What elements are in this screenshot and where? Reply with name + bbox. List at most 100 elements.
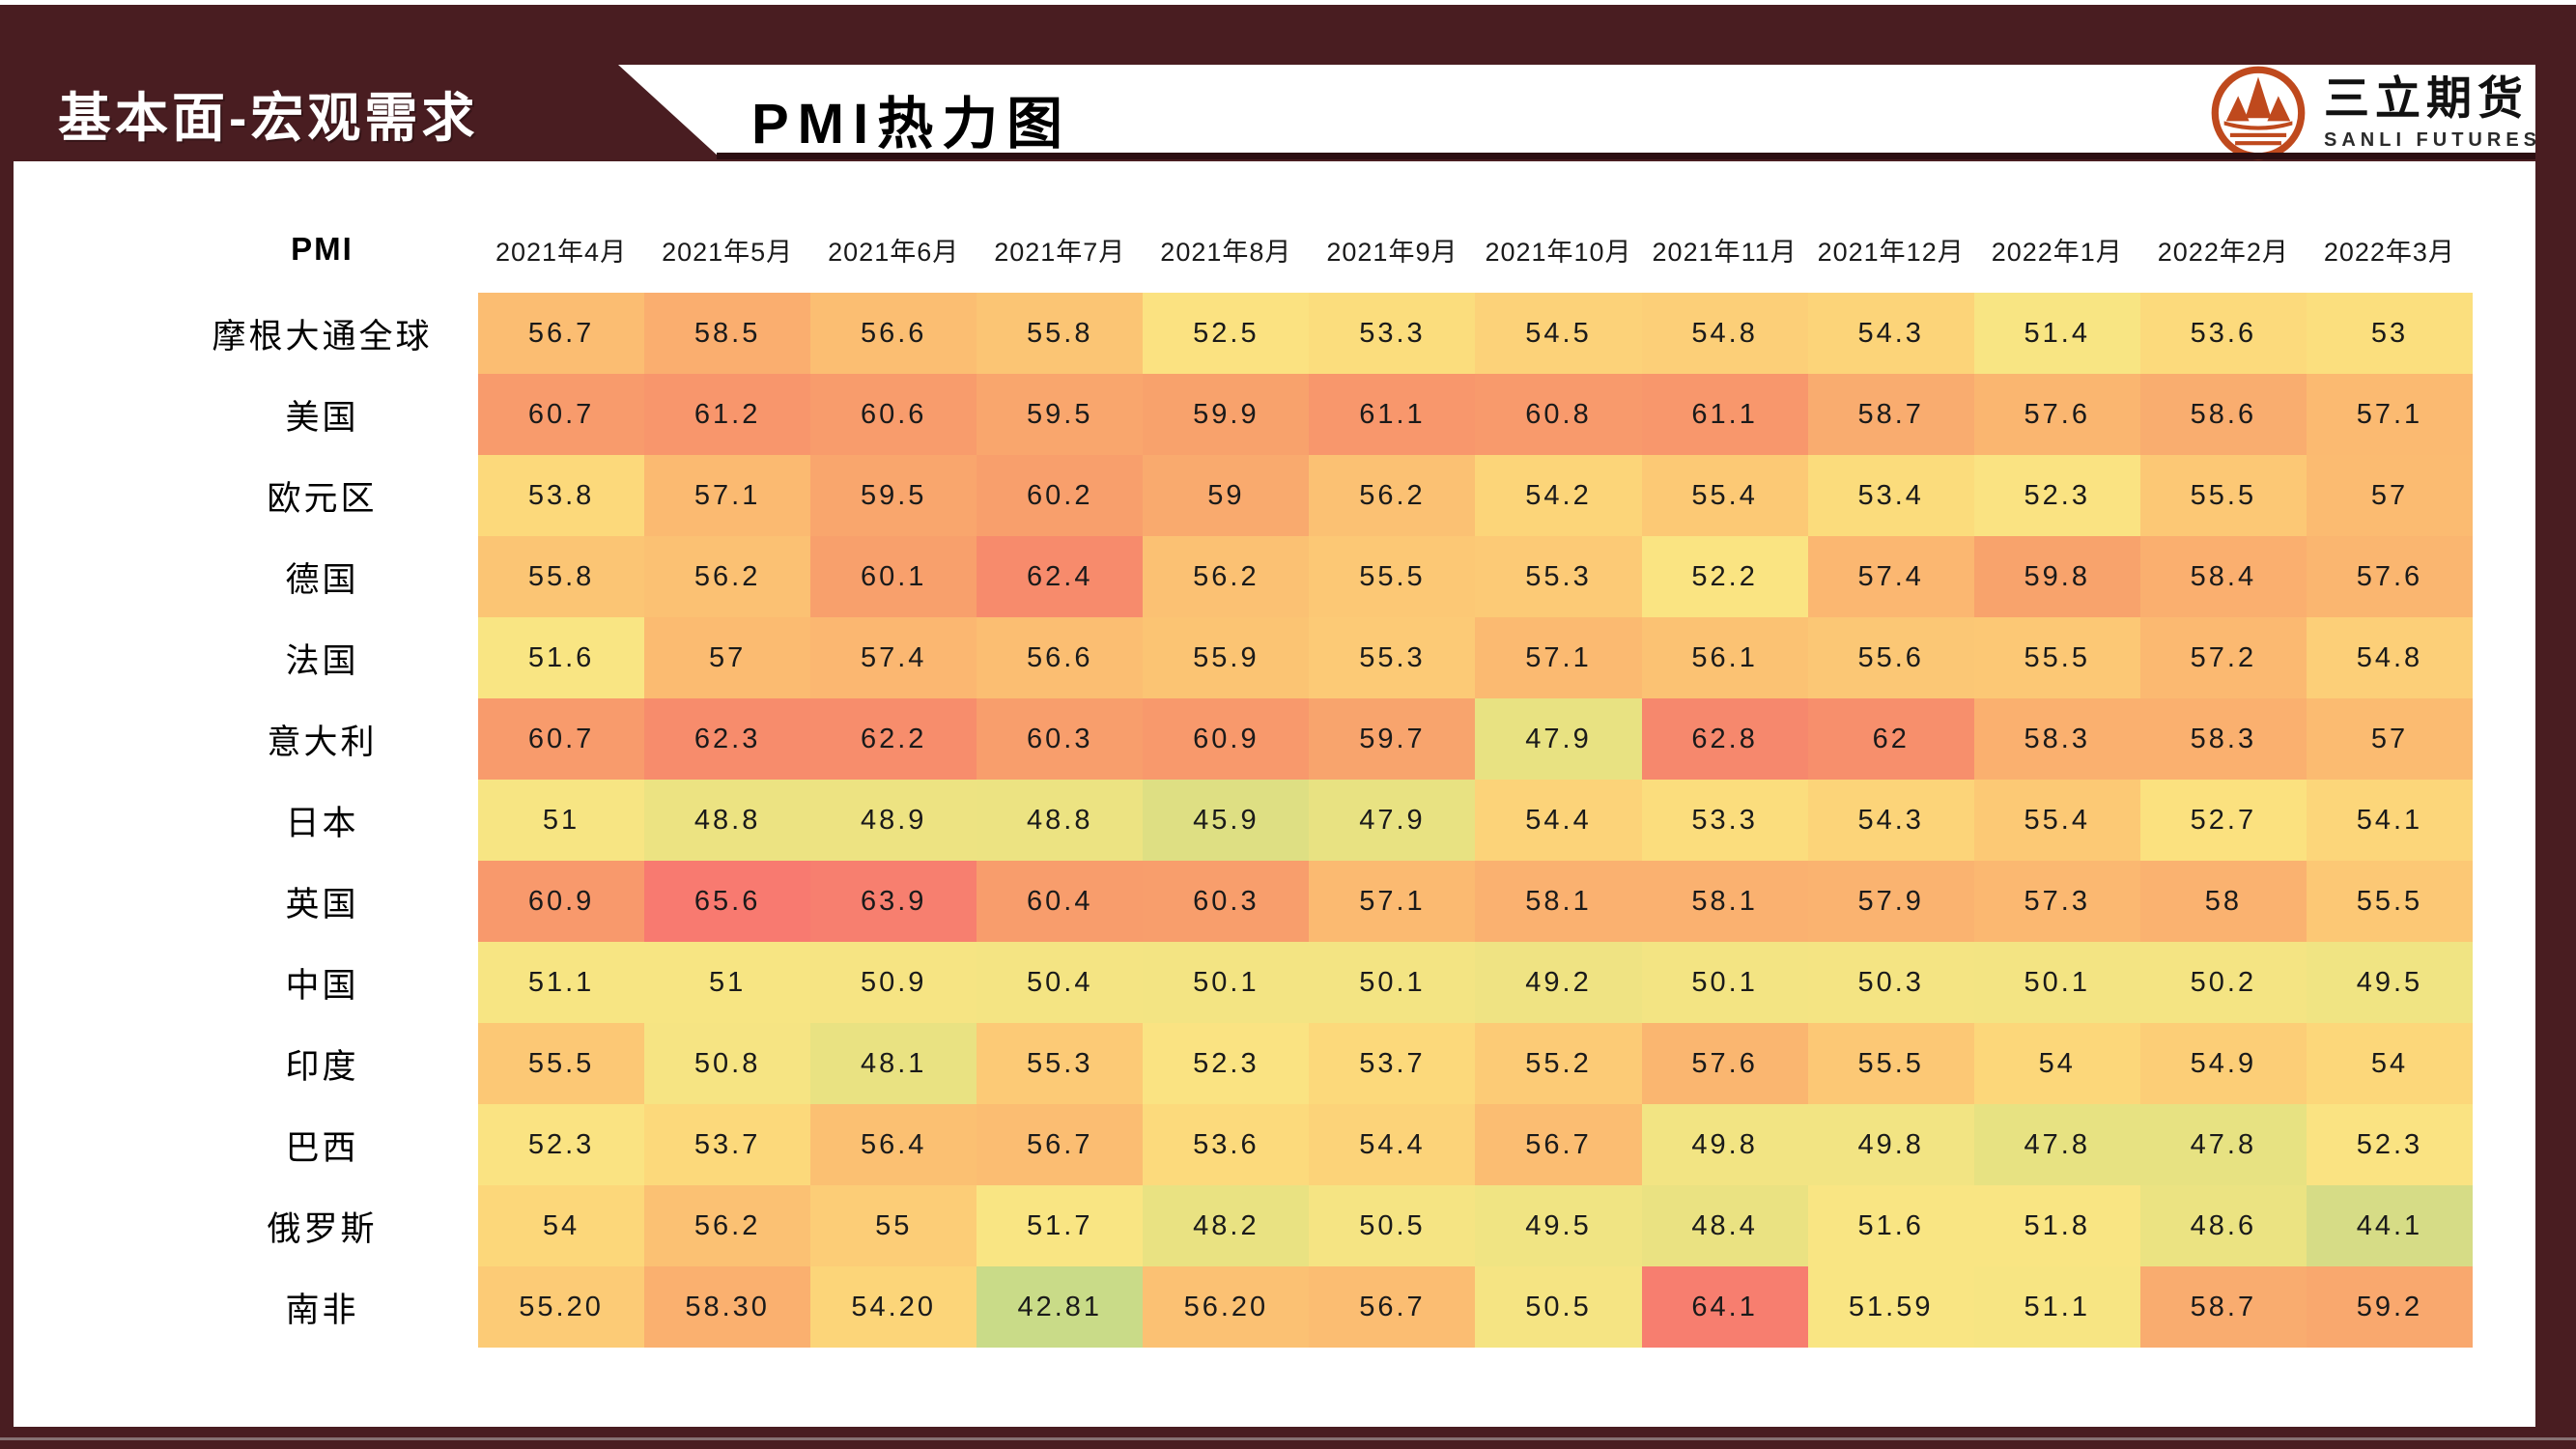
heatmap-cell: 44.1 — [2306, 1185, 2473, 1266]
heatmap-cell: 60.1 — [810, 536, 977, 617]
heatmap-cell: 53.3 — [1309, 293, 1476, 374]
row-label: 俄罗斯 — [267, 1209, 378, 1248]
heatmap-cell: 57.2 — [2139, 617, 2307, 698]
heatmap-cell: 48.6 — [2139, 1185, 2307, 1266]
heatmap-cell: 51.59 — [1807, 1266, 1974, 1348]
row-labels: 摩根大通全球 美国 欧元区 德国 法国 意大利 日本 英国 中国 印度 巴西 俄罗斯 南非 — [164, 293, 480, 1348]
heatmap-cell: 60.9 — [1143, 698, 1310, 780]
heatmap-cell: 51 — [478, 780, 645, 861]
heatmap-cell: 55 — [810, 1185, 977, 1266]
heatmap-cell: 54.8 — [2306, 617, 2473, 698]
heatmap-cell: 55.2 — [1475, 1023, 1642, 1104]
heatmap-cell: 53.7 — [1309, 1023, 1476, 1104]
heatmap-cell: 51.4 — [1973, 293, 2140, 374]
heatmap-cell: 50.1 — [1973, 942, 2140, 1023]
row-label: 意大利 — [267, 723, 378, 761]
heatmap-cell: 56.6 — [977, 617, 1144, 698]
heatmap-cell: 56.7 — [977, 1104, 1144, 1185]
heatmap-cell: 50.1 — [1641, 942, 1808, 1023]
frame-bottom-line — [0, 1437, 2576, 1440]
heatmap-cell: 51.1 — [1973, 1266, 2140, 1348]
heatmap-cell: 56.6 — [810, 293, 977, 374]
heatmap-cell: 52.5 — [1143, 293, 1310, 374]
heatmap-cell: 62.4 — [977, 536, 1144, 617]
heatmap-cell: 55.5 — [2139, 455, 2307, 536]
logo-company-subtitle: SANLI FUTURES — [2324, 128, 2541, 151]
heatmap-cell: 59.2 — [2306, 1266, 2473, 1348]
heatmap-cell: 58 — [2139, 861, 2307, 942]
heatmap-cell: 60.7 — [478, 698, 645, 780]
heatmap-cell: 56.2 — [644, 1185, 811, 1266]
heatmap-cell: 60.8 — [1475, 374, 1642, 455]
heatmap-cell: 57 — [2306, 455, 2473, 536]
heatmap-cell: 56.4 — [810, 1104, 977, 1185]
row-label: 中国 — [285, 966, 359, 1005]
heatmap-cell: 58.30 — [644, 1266, 811, 1348]
heatmap-cell: 55.8 — [977, 293, 1144, 374]
heatmap-cell: 48.8 — [644, 780, 811, 861]
heatmap-cell: 48.9 — [810, 780, 977, 861]
heatmap-cell: 54.3 — [1807, 780, 1974, 861]
heatmap-cell: 53.6 — [1143, 1104, 1310, 1185]
heatmap-cell: 57.1 — [644, 455, 811, 536]
heatmap-cell: 55.5 — [1973, 617, 2140, 698]
company-logo: 三立期货 SANLI FUTURES — [2208, 63, 2541, 163]
heatmap-cell: 58.3 — [2139, 698, 2307, 780]
heatmap-cell: 56.7 — [1309, 1266, 1476, 1348]
heatmap-cell: 59.7 — [1309, 698, 1476, 780]
heatmap-cell: 51.6 — [1807, 1185, 1974, 1266]
heatmap-cell: 58.5 — [644, 293, 811, 374]
heatmap-cell: 58.4 — [2139, 536, 2307, 617]
heatmap-cell: 60.2 — [977, 455, 1144, 536]
heatmap-cell: 62.8 — [1641, 698, 1808, 780]
heatmap-cell: 55.5 — [1309, 536, 1476, 617]
heatmap-cell: 56.1 — [1641, 617, 1808, 698]
frame-right-edge — [2535, 5, 2576, 1449]
row-label: 德国 — [285, 560, 359, 599]
heatmap-cell: 54 — [2306, 1023, 2473, 1104]
heatmap-cell: 54.4 — [1475, 780, 1642, 861]
column-header: 2021年5月 — [662, 237, 794, 267]
heatmap-cell: 50.9 — [810, 942, 977, 1023]
heatmap-cell: 55.4 — [1641, 455, 1808, 536]
heatmap-cell: 50.5 — [1309, 1185, 1476, 1266]
heatmap-cell: 59.8 — [1973, 536, 2140, 617]
heatmap-cell: 60.7 — [478, 374, 645, 455]
heatmap-cell: 49.8 — [1807, 1104, 1974, 1185]
heatmap-cell: 50.4 — [977, 942, 1144, 1023]
heatmap-cell: 50.8 — [644, 1023, 811, 1104]
header-band-underline — [717, 153, 2535, 159]
heatmap-cell: 62.3 — [644, 698, 811, 780]
heatmap-cell: 62 — [1807, 698, 1974, 780]
heatmap-cell: 55.6 — [1807, 617, 1974, 698]
heatmap-cell: 55.8 — [478, 536, 645, 617]
frame-left-edge — [0, 5, 14, 1449]
frame-top-edge — [0, 0, 2576, 5]
heatmap-cell: 56.7 — [478, 293, 645, 374]
heatmap-cell: 52.3 — [478, 1104, 645, 1185]
heatmap-cell: 47.8 — [1973, 1104, 2140, 1185]
heatmap-cell: 54 — [478, 1185, 645, 1266]
column-header: 2021年6月 — [828, 237, 960, 267]
heatmap-cell: 50.3 — [1807, 942, 1974, 1023]
column-headers: 2021年4月 2021年5月 2021年6月 2021年7月 2021年8月 2021年… — [478, 220, 2473, 278]
column-header: 2021年12月 — [1817, 237, 1965, 267]
heatmap-cell: 47.9 — [1309, 780, 1476, 861]
heatmap-cell: 51.8 — [1973, 1185, 2140, 1266]
heatmap-cell: 58.6 — [2139, 374, 2307, 455]
heatmap-cell: 57.3 — [1973, 861, 2140, 942]
heatmap-cell: 63.9 — [810, 861, 977, 942]
heatmap-cell: 51.6 — [478, 617, 645, 698]
heatmap-cell: 48.1 — [810, 1023, 977, 1104]
column-header: 2021年11月 — [1652, 237, 1798, 267]
heatmap-cell: 50.1 — [1309, 942, 1476, 1023]
heatmap-cell: 50.5 — [1475, 1266, 1642, 1348]
heatmap-cell: 54 — [1973, 1023, 2140, 1104]
column-header: 2021年10月 — [1485, 237, 1632, 267]
heatmap-cell: 57.6 — [2306, 536, 2473, 617]
heatmap-cell: 58.3 — [1973, 698, 2140, 780]
column-header: 2021年4月 — [495, 237, 628, 267]
row-label: 印度 — [285, 1047, 359, 1086]
heatmap-cell: 65.6 — [644, 861, 811, 942]
